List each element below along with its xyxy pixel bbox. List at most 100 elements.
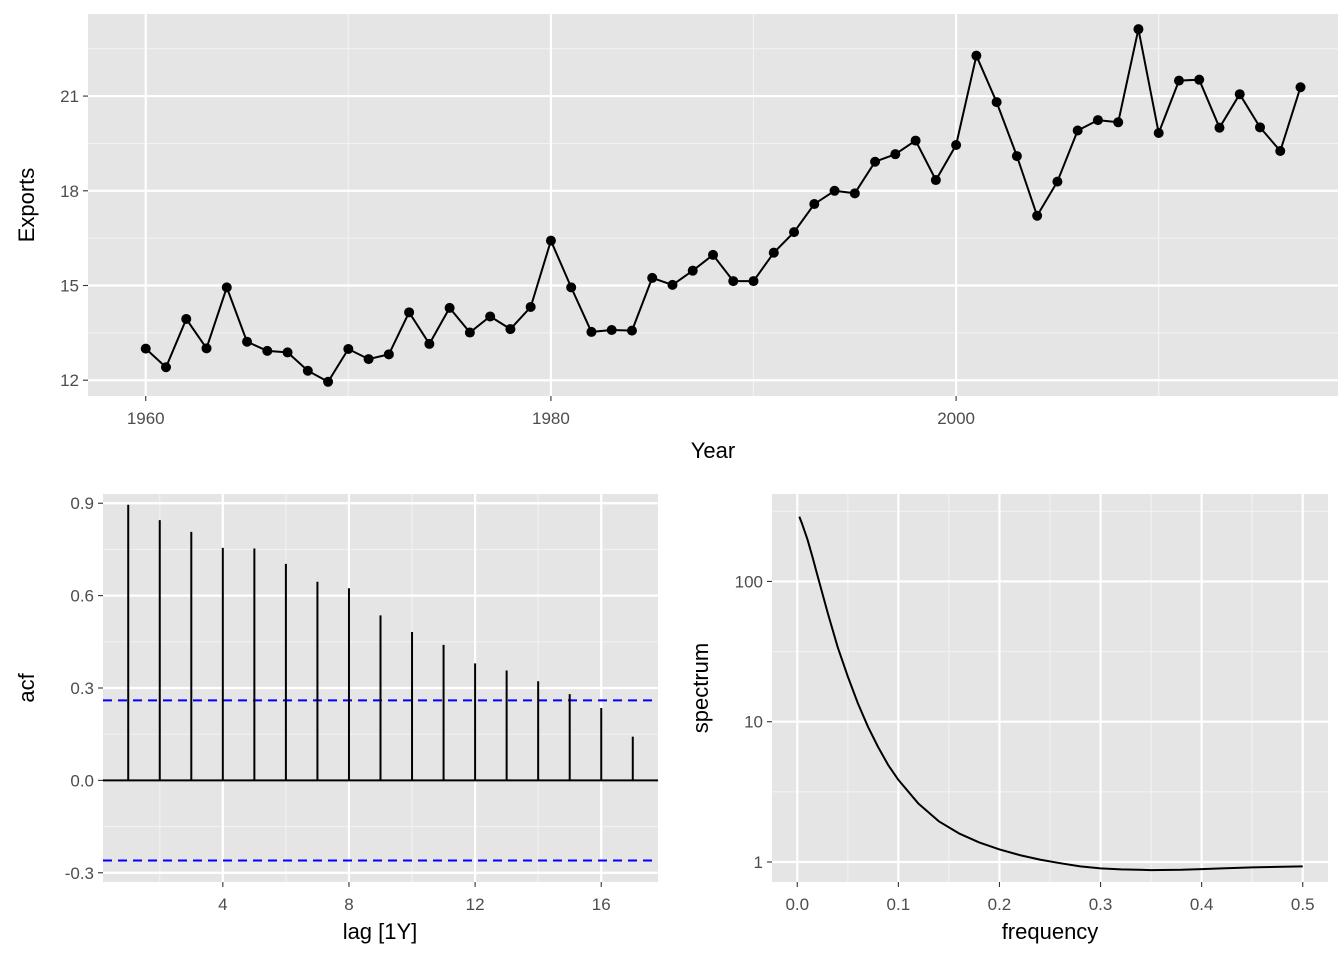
exports-y-tick-label: 21 [60, 87, 79, 106]
spectrum-y-axis-title: spectrum [688, 643, 713, 733]
exports-point [323, 376, 334, 387]
exports-point [1194, 74, 1205, 85]
exports-point [1255, 122, 1266, 133]
exports-point [545, 235, 556, 246]
exports-line [145, 28, 1302, 384]
exports-point [383, 349, 394, 360]
spectrum-y-tick-label: 100 [735, 572, 763, 591]
spectrum-chart: 0.0 0.1 0.2 0.3 0.4 0.5 1 10 100 frequency spect… [688, 494, 1328, 944]
exports-point [829, 185, 840, 196]
exports-y-tick-label: 15 [60, 277, 79, 296]
exports-point [849, 188, 860, 199]
exports-series [140, 24, 1306, 387]
exports-point [444, 302, 455, 313]
spectrum-tick-labels: 0.0 0.1 0.2 0.3 0.4 0.5 1 10 100 [735, 572, 1315, 914]
spectrum-x-tick-label: 0.0 [785, 895, 809, 914]
exports-point [890, 149, 901, 160]
exports-point [566, 282, 577, 293]
acf-y-tick-label: 0.0 [70, 771, 94, 790]
acf-y-tick-label: 0.9 [70, 494, 94, 513]
exports-point [404, 307, 415, 318]
spectrum-x-tick-label: 0.2 [988, 895, 1012, 914]
exports-point [1113, 117, 1124, 128]
exports-point [485, 311, 496, 322]
exports-point [1011, 151, 1022, 162]
acf-tick-labels: 4 8 12 16 -0.3 0.0 0.3 0.6 0.9 [65, 494, 611, 914]
exports-point [687, 265, 698, 276]
exports-point [768, 247, 779, 258]
exports-point [667, 279, 678, 290]
exports-point [728, 276, 739, 287]
exports-y-axis-title: Exports [14, 168, 39, 243]
exports-point [424, 338, 435, 349]
spectrum-x-axis-title: frequency [1002, 919, 1099, 944]
exports-x-tick-label: 1960 [127, 409, 165, 428]
acf-y-tick-label: -0.3 [65, 864, 94, 883]
exports-tick-labels: 1960 1980 2000 12 15 18 21 [60, 87, 975, 428]
exports-point [606, 325, 617, 336]
exports-point [160, 362, 171, 373]
spectrum-gridlines [772, 494, 1328, 882]
exports-point [505, 324, 516, 335]
exports-point [1173, 75, 1184, 86]
exports-point [525, 301, 536, 312]
acf-y-tick-label: 0.6 [70, 587, 94, 606]
exports-point [789, 227, 800, 238]
exports-point [1032, 210, 1043, 221]
exports-point [626, 325, 637, 336]
exports-chart: 1960 1980 2000 12 15 18 21 Year Exports [14, 14, 1338, 463]
exports-point [1072, 125, 1083, 136]
exports-point [1234, 89, 1245, 100]
exports-point [708, 249, 718, 260]
acf-x-tick-label: 16 [592, 895, 611, 914]
exports-point [363, 354, 374, 365]
exports-point [201, 343, 212, 354]
exports-point [181, 313, 192, 324]
acf-x-axis-title: lag [1Y] [343, 919, 418, 944]
exports-point [282, 347, 293, 358]
exports-y-tick-label: 18 [60, 182, 79, 201]
spectrum-x-tick-label: 0.1 [887, 895, 911, 914]
acf-y-tick-label: 0.3 [70, 679, 94, 698]
exports-point [464, 327, 475, 338]
exports-point [1214, 122, 1225, 133]
spectrum-x-tick-label: 0.5 [1291, 895, 1315, 914]
acf-x-tick-label: 4 [218, 895, 227, 914]
exports-point [991, 97, 1002, 108]
exports-point [221, 282, 232, 293]
exports-x-tick-label: 2000 [937, 409, 975, 428]
acf-chart: 4 8 12 16 -0.3 0.0 0.3 0.6 0.9 lag [1Y] acf [14, 494, 658, 944]
exports-point [302, 365, 313, 376]
exports-point [343, 343, 354, 354]
spectrum-y-tick-label: 10 [744, 713, 763, 732]
spectrum-x-tick-label: 0.4 [1190, 895, 1214, 914]
exports-point [951, 140, 962, 151]
acf-y-axis-title: acf [14, 672, 39, 702]
exports-point [1052, 176, 1063, 187]
exports-point [1133, 24, 1144, 35]
exports-x-axis-title: Year [691, 438, 735, 463]
exports-point [1153, 128, 1164, 139]
exports-panel-background [88, 14, 1338, 396]
exports-point [809, 199, 820, 210]
exports-point [242, 336, 253, 347]
exports-point [910, 135, 921, 146]
exports-x-tick-label: 1980 [532, 409, 570, 428]
acf-x-tick-label: 8 [344, 895, 353, 914]
exports-point [647, 272, 658, 283]
acf-series [103, 504, 658, 862]
exports-point [1275, 146, 1286, 157]
exports-point [1092, 115, 1103, 126]
exports-point [140, 343, 151, 354]
exports-point [586, 326, 597, 337]
exports-gridlines [88, 14, 1338, 396]
acf-x-tick-label: 12 [466, 895, 485, 914]
spectrum-series [798, 516, 1303, 872]
exports-point [1295, 82, 1306, 93]
spectrum-y-tick-label: 1 [754, 853, 763, 872]
spectrum-x-tick-label: 0.3 [1089, 895, 1113, 914]
exports-point [971, 50, 982, 61]
exports-point [930, 175, 941, 186]
exports-point [262, 345, 273, 356]
